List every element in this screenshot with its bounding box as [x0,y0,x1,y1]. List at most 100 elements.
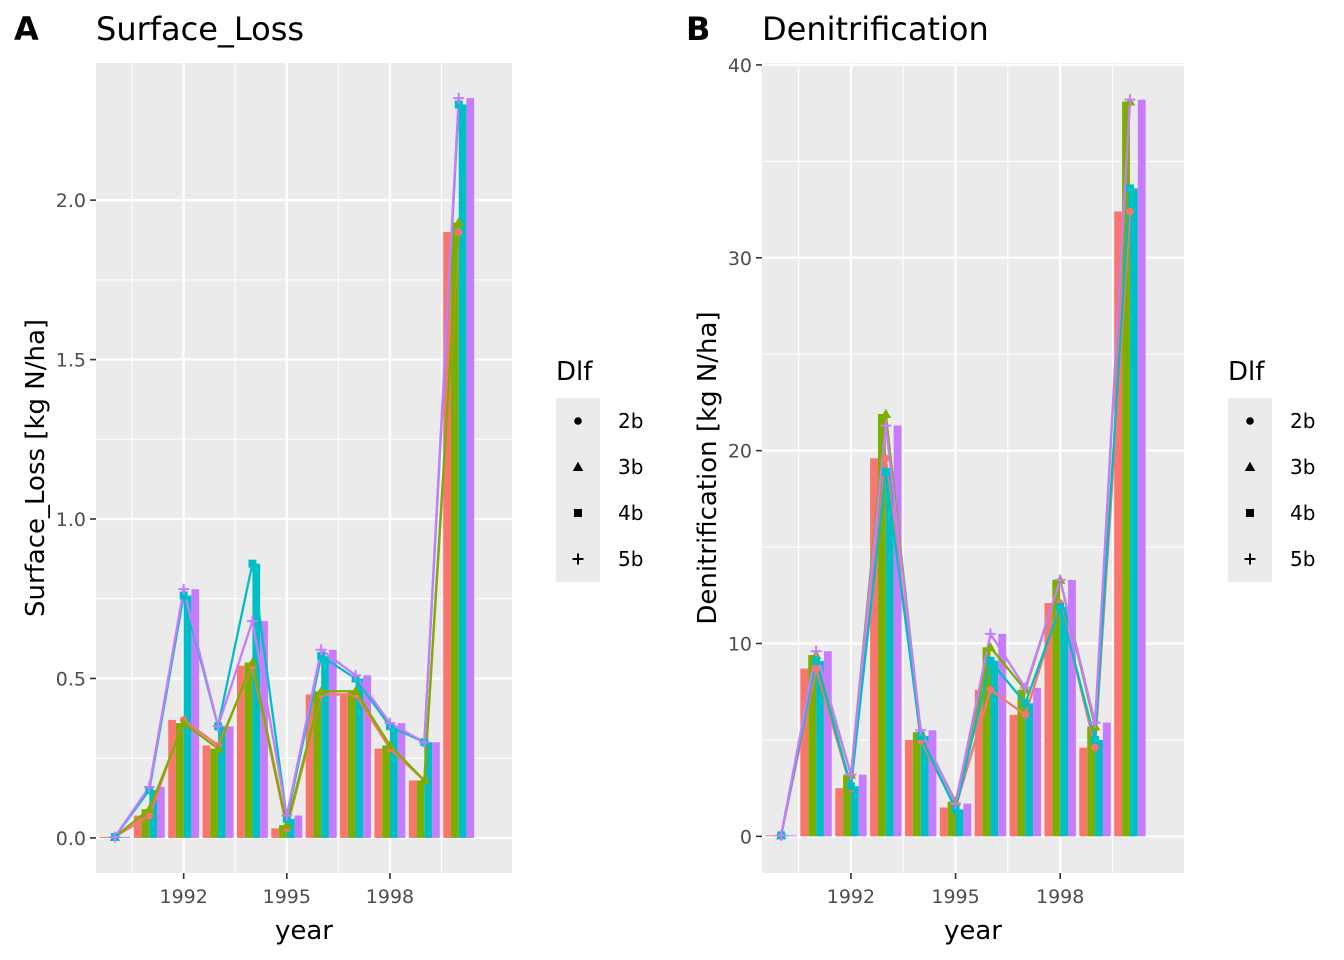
bar-5b-1998 [1068,579,1076,837]
bar-4b-2000 [458,104,467,838]
bar-5b-1994 [260,621,268,838]
bar-5b-1992 [858,774,867,837]
point-2b-1997 [1021,711,1030,719]
point-2b-1999 [1091,743,1099,752]
bar-3b-1995 [279,825,287,838]
bar-4b-1998 [389,726,398,838]
x-axis-title-surface-loss: year [275,916,333,946]
point-3b-1993 [880,408,892,418]
legend-symbol-3b [572,461,584,471]
point-3b-1993 [212,743,224,753]
bar-3b-1993 [877,414,886,837]
point-5b-1994 [246,615,258,627]
legend-surface-loss: Dlf 2b 3b 4b 5b [556,357,643,582]
bar-2b-1998 [1044,603,1053,837]
y-axis-title-surface-loss: Surface_Loss [kg N/ha] [21,319,51,617]
x-tick-label: 1995 [263,886,311,908]
legend-label-2b: 2b [1290,409,1315,433]
bar-4b-1993 [885,471,894,837]
bar-2b-1997 [1009,714,1018,837]
point-3b-1996 [985,642,996,652]
point-3b-1997 [350,685,361,696]
bar-2b-2000 [1114,211,1123,837]
panel-letter-a: A [14,10,39,48]
point-4b-1994 [916,732,925,741]
bar-5b-1993 [225,726,234,838]
point-4b-1992 [846,782,855,791]
point-4b-2000 [454,100,463,109]
y-tick-label: 30 [728,248,752,270]
bar-2b-1999 [408,780,417,838]
legend-symbol-4b [1246,509,1254,517]
bar-3b-1993 [210,748,219,838]
x-axis-title-denitrification: year [944,916,1002,946]
legend-label-5b: 5b [618,547,643,571]
bar-4b-1999 [424,742,433,838]
legend-symbol-2b [1246,417,1254,425]
legend-title: Dlf [556,357,593,387]
bar-5b-1995 [294,815,303,838]
points-surface-loss [109,92,465,843]
bar-2b-1992 [835,788,844,837]
point-4b-1999 [1091,735,1100,744]
points-denitrification [775,94,1136,841]
bar-5b-1996 [328,649,337,838]
bar-4b-1997 [355,678,364,838]
bar-4b-1994 [920,736,929,837]
bar-4b-1995 [955,809,964,837]
y-tick-label: 0.5 [56,668,86,690]
bar-3b-1999 [1087,726,1096,837]
point-5b-1998 [384,717,396,729]
point-5b-1997 [350,669,362,681]
point-5b-2000 [1124,94,1136,106]
bar-5b-1999 [432,742,440,838]
bar-3b-1991 [141,809,150,838]
x-tick-label: 1992 [159,886,207,908]
point-4b-1997 [1021,699,1030,708]
point-4b-1996 [986,656,995,665]
bar-2b-1991 [800,668,809,837]
bar-5b-1991 [823,651,832,837]
point-5b-1993 [880,420,892,432]
bar-5b-1994 [928,730,937,837]
bar-5b-1999 [1102,722,1111,837]
point-4b-2000 [1125,184,1134,193]
bars-surface-loss [99,98,475,838]
bar-3b-1998 [382,745,390,838]
legend-label-3b: 3b [618,455,643,479]
point-4b-1993 [881,467,890,476]
point-3b-1995 [281,819,293,830]
panel-surface-loss: A Surface_Loss 0.0 0.5 1.0 1.5 2.0 1992 1995 19… [14,10,643,946]
bar-2b-1998 [374,748,383,838]
legend-label-3b: 3b [1290,455,1315,479]
bar-2b-1993 [202,745,211,838]
legend-symbol-5b [572,553,584,565]
bar-5b-1992 [191,589,200,838]
bar-2b-1996 [305,694,314,838]
point-5b-1992 [178,583,190,595]
bar-3b-1994 [244,662,253,838]
y-tick-label: 40 [728,55,752,77]
y-tick-label: 1.0 [56,509,86,531]
point-2b-1991 [812,664,820,673]
point-5b-1998 [1054,574,1066,586]
bar-2b-1990 [99,836,108,838]
bar-2b-1997 [340,694,348,838]
y-tick-label: 2.0 [56,190,86,212]
bar-3b-1992 [843,774,851,837]
bar-3b-2000 [1122,101,1130,837]
x-tick-label: 1998 [1036,886,1084,908]
point-4b-1995 [951,805,960,814]
legend-denitrification: Dlf 2b 3b 4b 5b [1228,357,1315,582]
bar-3b-1997 [1017,689,1026,837]
legend-label-4b: 4b [618,501,643,525]
bar-5b-2000 [1137,99,1146,837]
point-3b-2000 [453,217,464,227]
bar-5b-1996 [998,633,1007,837]
legend-symbol-4b [574,509,582,517]
bar-4b-1997 [1025,703,1034,837]
bar-2b-1992 [168,719,176,838]
point-5b-1990 [775,829,787,841]
bar-5b-1997 [363,675,372,838]
point-5b-2000 [453,92,465,104]
